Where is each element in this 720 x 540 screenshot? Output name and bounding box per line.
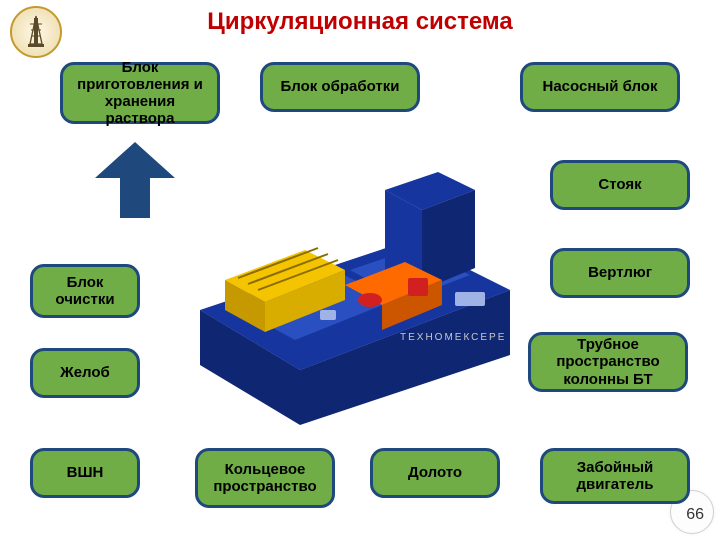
- block-swivel-label: Вертлюг: [588, 264, 652, 281]
- up-arrow-icon: [90, 140, 180, 220]
- block-process-label: Блок обработки: [280, 78, 399, 95]
- block-motor-label: Забойный двигатель: [549, 459, 681, 494]
- block-vshn-label: ВШН: [67, 464, 104, 481]
- block-process: Блок обработки: [260, 62, 420, 112]
- block-prep: Блок приготовления и хранения раствора: [60, 62, 220, 124]
- block-vshn: ВШН: [30, 448, 140, 498]
- block-swivel: Вертлюг: [550, 248, 690, 298]
- block-motor: Забойный двигатель: [540, 448, 690, 504]
- block-chute-label: Желоб: [60, 364, 110, 381]
- page-title: Циркуляционная система: [0, 8, 720, 36]
- block-annulus: Кольцевое пространство: [195, 448, 335, 508]
- svg-text:ТЕХНОМЕКСЕРЕ: ТЕХНОМЕКСЕРЕ: [400, 332, 506, 343]
- block-chute: Желоб: [30, 348, 140, 398]
- block-pump-label: Насосный блок: [543, 78, 658, 95]
- block-clean-label: Блок очистки: [39, 274, 131, 309]
- block-pump: Насосный блок: [520, 62, 680, 112]
- block-stand-label: Стояк: [598, 176, 641, 193]
- block-bit-label: Долото: [408, 464, 462, 481]
- block-annulus-label: Кольцевое пространство: [204, 461, 326, 496]
- block-pipe: Трубное пространство колонны БТ: [528, 332, 688, 392]
- block-pipe-label: Трубное пространство колонны БТ: [537, 336, 679, 388]
- block-prep-label: Блок приготовления и хранения раствора: [69, 59, 211, 128]
- block-stand: Стояк: [550, 160, 690, 210]
- equipment-illustration: ТЕХНОМЕКСЕРЕ: [170, 150, 530, 435]
- page-number: 66: [686, 506, 704, 524]
- block-clean: Блок очистки: [30, 264, 140, 318]
- block-bit: Долото: [370, 448, 500, 498]
